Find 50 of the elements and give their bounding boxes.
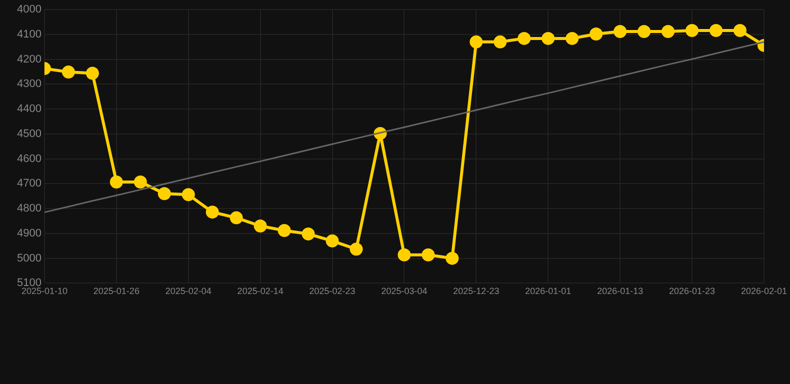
point: [734, 24, 746, 37]
point: [134, 175, 147, 188]
y-tick-label: 4800: [16, 202, 42, 215]
point: [494, 35, 507, 48]
y-tick-label: 4100: [16, 28, 42, 41]
x-tick-label: 2025-02-04: [165, 286, 212, 296]
x-tick-label: 2026-01-13: [597, 286, 644, 296]
x-tick-label: 2025-12-23: [453, 286, 500, 296]
point: [566, 32, 579, 45]
point: [422, 248, 435, 262]
point: [206, 206, 219, 219]
y-tick-label: 4200: [16, 53, 42, 66]
point: [86, 66, 99, 80]
y-tick-label: 5000: [16, 252, 42, 264]
point: [110, 175, 123, 188]
point: [638, 24, 651, 38]
point: [710, 24, 723, 37]
y-tick-label: 4600: [16, 152, 42, 165]
point: [182, 188, 195, 202]
x-tick-label: 2025-03-04: [381, 286, 428, 296]
x-tick-label: 2026-02-01: [740, 286, 788, 296]
point: [254, 219, 267, 232]
point: [614, 24, 627, 38]
y-tick-label: 4700: [16, 178, 42, 190]
point: [686, 24, 699, 37]
x-tick-label: 2025-01-10: [21, 286, 68, 296]
point: [542, 32, 555, 45]
point: [230, 211, 243, 224]
point: [518, 32, 531, 45]
point: [62, 66, 75, 79]
x-tick-label: 2026-01-23: [669, 286, 716, 296]
point: [326, 234, 339, 248]
point: [662, 24, 675, 38]
point: [470, 35, 483, 48]
x-tick-label: 2025-01-26: [93, 286, 140, 296]
point: [446, 252, 459, 265]
point: [302, 227, 315, 240]
point: [278, 224, 291, 237]
y-tick-label: 4000: [16, 4, 42, 16]
point: [158, 187, 171, 200]
point: [590, 27, 603, 40]
x-tick-label: 2026-01-01: [525, 286, 572, 296]
point: [398, 248, 411, 262]
y-tick-label: 4400: [16, 103, 42, 116]
x-tick-label: 2025-02-14: [237, 286, 284, 296]
y-tick-label: 4900: [16, 227, 42, 240]
y-tick-label: 4500: [16, 128, 42, 140]
x-tick-label: 2025-02-23: [309, 286, 356, 296]
y-tick-label: 4300: [16, 78, 42, 90]
point: [350, 242, 363, 256]
